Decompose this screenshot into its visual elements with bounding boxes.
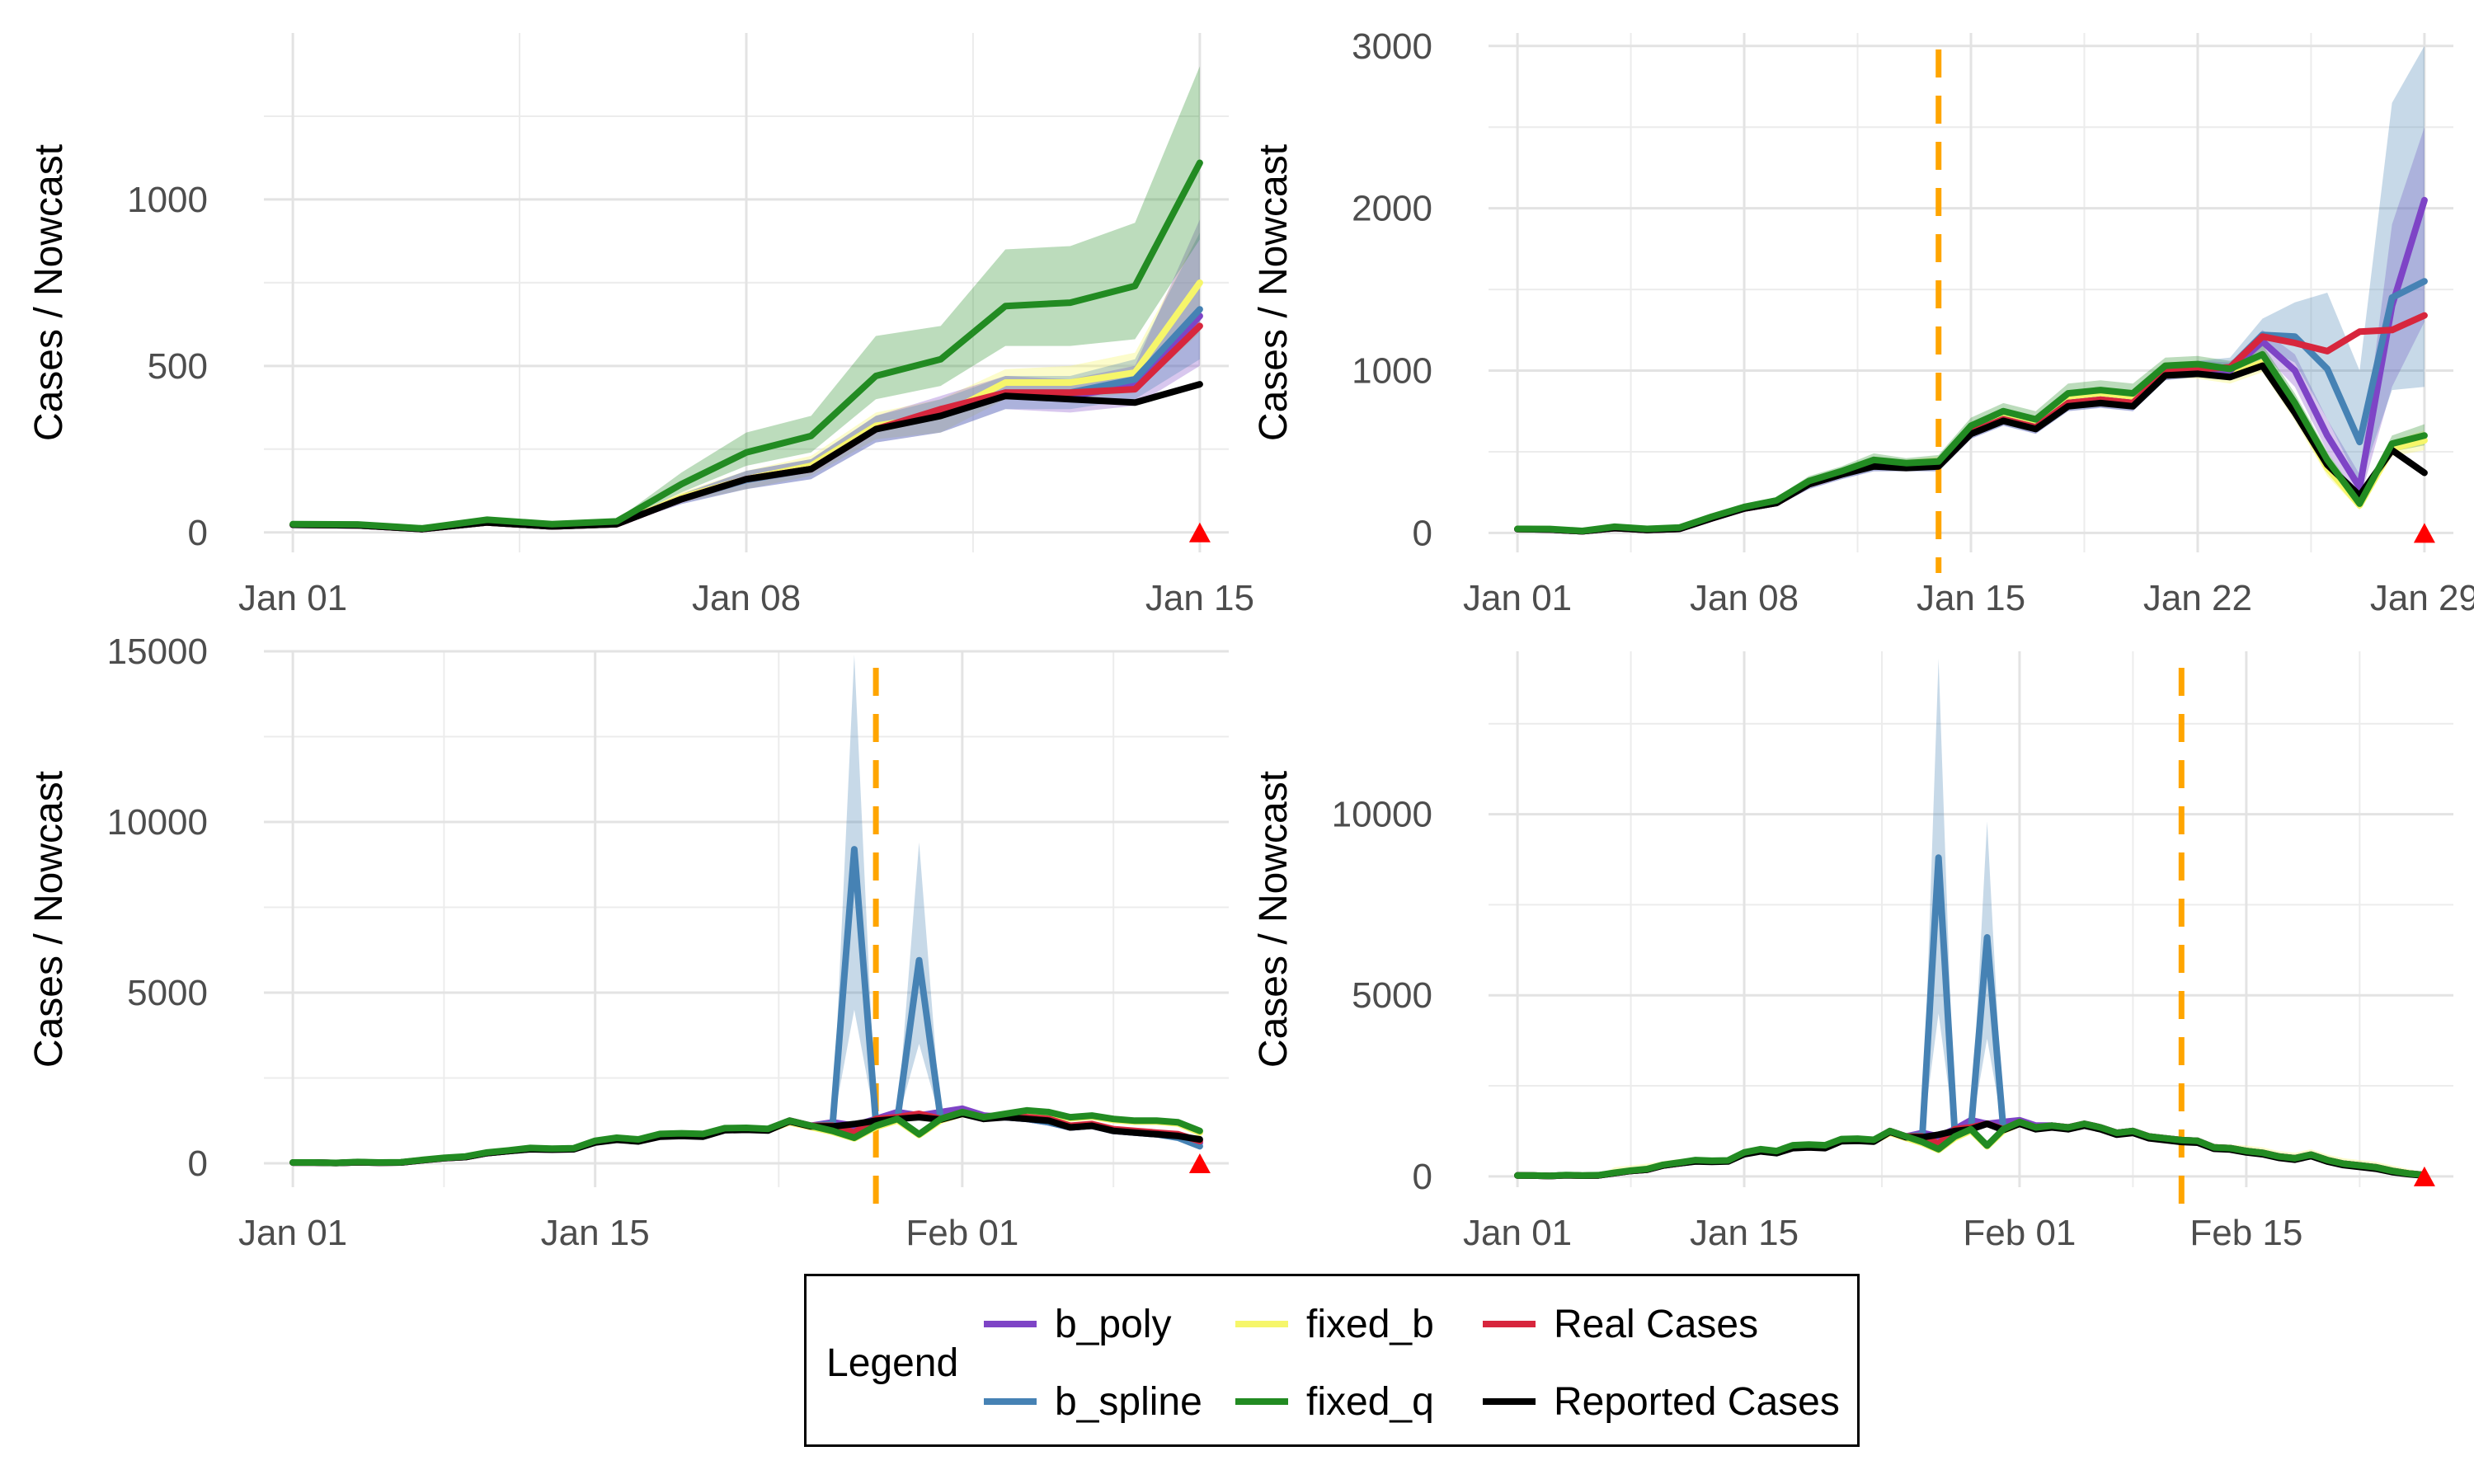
legend-item-real-cases: Real Cases [1483, 1299, 1758, 1349]
y-tick-label: 0 [188, 513, 208, 553]
series-fixed-b [289, 1108, 1203, 1167]
y-tick-label: 15000 [107, 632, 208, 672]
panel-1: Jan 01 Jan 08 Jan 15 0 500 1000 Cases / Nowcas… [27, 33, 1254, 618]
y-axis-label: Cases / Nowcast [1252, 771, 1296, 1068]
y-tick-label: 5000 [1352, 975, 1432, 1016]
y-tick-label: 5000 [127, 973, 208, 1013]
x-tick-label: Jan 29 [2370, 578, 2474, 618]
nowcast-marker [2413, 1166, 2435, 1186]
x-tick-label: Jan 15 [541, 1213, 650, 1253]
legend-item-b-poly: b_poly [984, 1299, 1171, 1349]
legend-label-fixed-q: fixed_q [1306, 1379, 1434, 1424]
series-fixed-q [1514, 1118, 2428, 1180]
legend-label-b-poly: b_poly [1055, 1302, 1172, 1346]
y-axis-label: Cases / Nowcast [1252, 144, 1296, 441]
y-tick-label: 1000 [127, 180, 208, 220]
y-tick-label: 3000 [1352, 26, 1432, 67]
panel-3: Jan 01 Jan 15 Feb 01 0 5000 10000 15000 Cases /… [27, 632, 1229, 1253]
legend-item-fixed-b: fixed_b [1235, 1299, 1434, 1349]
y-tick-label: 10000 [107, 802, 208, 843]
band-b-spline [293, 655, 1200, 1163]
nowcast-marker [1188, 522, 1211, 542]
legend-item-reported-cases: Reported Cases [1483, 1377, 1840, 1426]
x-tick-label: Jan 15 [1145, 578, 1254, 618]
series-fixed-q [289, 1106, 1203, 1167]
legend-label-b-spline: b_spline [1055, 1379, 1202, 1424]
y-tick-label: 0 [1413, 1157, 1432, 1197]
plots-svg: Jan 01 Jan 08 Jan 15 0 500 1000 Cases / Nowcas… [27, 26, 2474, 1253]
legend-label-reported-cases: Reported Cases [1554, 1379, 1840, 1424]
legend-swatch-b-spline [984, 1398, 1037, 1405]
legend-swatch-real-cases [1483, 1321, 1536, 1327]
legend-label-real-cases: Real Cases [1554, 1302, 1759, 1346]
y-tick-label: 0 [188, 1144, 208, 1184]
y-tick-label: 500 [148, 346, 208, 387]
legend-title: Legend [826, 1341, 959, 1385]
x-tick-label: Jan 08 [692, 578, 801, 618]
y-tick-label: 0 [1413, 513, 1432, 553]
x-tick-label: Jan 01 [238, 1213, 347, 1253]
series-fixed-q [289, 159, 1203, 532]
x-tick-label: Jan 01 [1463, 1213, 1572, 1253]
x-tick-label: Jan 08 [1690, 578, 1799, 618]
panel-4: Jan 01 Jan 15 Feb 01 Feb 15 0 5000 10000 Cases … [1252, 651, 2453, 1253]
legend-item-b-spline: b_spline [984, 1377, 1202, 1426]
x-tick-label: Feb 01 [905, 1213, 1018, 1253]
legend-swatch-fixed-q [1235, 1398, 1288, 1405]
x-tick-label: Jan 15 [1690, 1213, 1799, 1253]
x-tick-label: Jan 01 [1463, 578, 1572, 618]
series-fixed-q [1514, 350, 2428, 534]
legend-swatch-fixed-b [1235, 1321, 1288, 1327]
x-tick-label: Jan 01 [238, 578, 347, 618]
nowcast-marker [2413, 523, 2435, 543]
legend-label-fixed-b: fixed_b [1306, 1302, 1434, 1346]
y-axis-label: Cases / Nowcast [27, 144, 71, 441]
nowcast-marker [1188, 1153, 1211, 1174]
y-axis-label: Cases / Nowcast [27, 771, 71, 1068]
y-tick-label: 1000 [1352, 351, 1432, 392]
y-tick-label: 2000 [1352, 189, 1432, 229]
y-tick-label: 10000 [1332, 795, 1432, 835]
panel-2: Jan 01 Jan 08 Jan 15 Jan 22 Jan 29 0 1000 2000 3… [1252, 26, 2474, 618]
legend-swatch-reported-cases [1483, 1398, 1536, 1405]
x-tick-label: Jan 15 [1917, 578, 2025, 618]
x-tick-label: Feb 01 [1963, 1213, 2076, 1253]
legend-item-fixed-q: fixed_q [1235, 1377, 1434, 1426]
x-tick-label: Jan 22 [2143, 578, 2252, 618]
x-tick-label: Feb 15 [2189, 1213, 2302, 1253]
band-fixed-q [293, 66, 1200, 530]
legend-swatch-b-poly [984, 1321, 1037, 1327]
legend: Legend b_poly b_spline fixed_b fixed_q R… [804, 1274, 1860, 1447]
